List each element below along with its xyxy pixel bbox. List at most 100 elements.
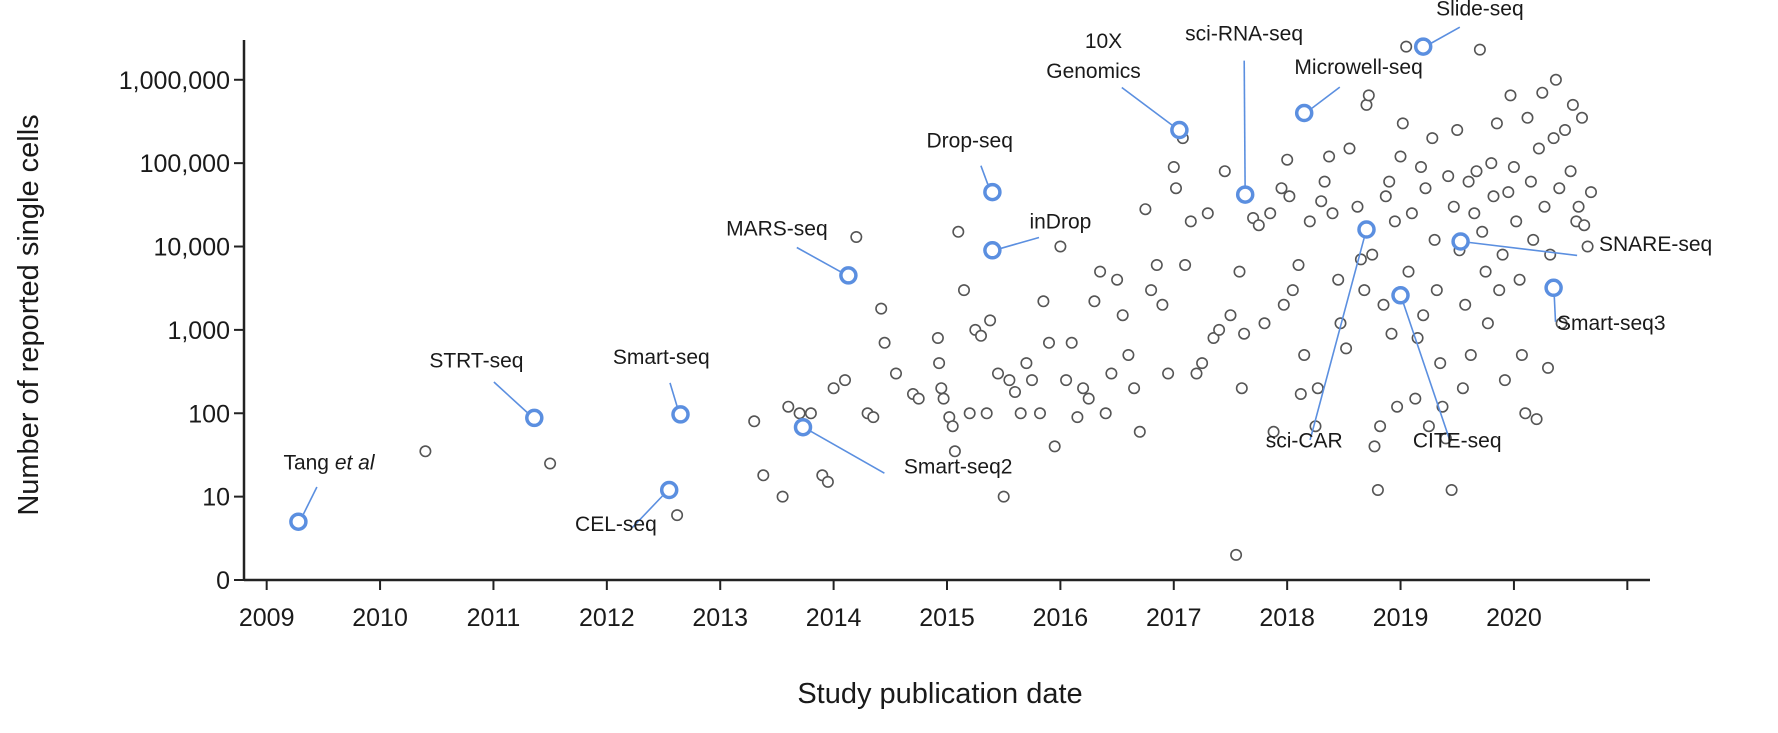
- data-point: [1294, 387, 1307, 400]
- data-point: [1377, 298, 1390, 311]
- data-point: [1145, 284, 1158, 297]
- data-point: [1532, 142, 1545, 155]
- data-point: [1298, 348, 1311, 361]
- data-point: [1409, 392, 1422, 405]
- data-point: [1402, 265, 1415, 278]
- data-point: [1167, 161, 1180, 174]
- data-point: [1578, 219, 1591, 232]
- y-tick-label: 0: [216, 567, 230, 595]
- data-point: [1003, 374, 1016, 387]
- data-point: [1323, 150, 1336, 163]
- data-point: [937, 392, 950, 405]
- data-point: [1034, 407, 1047, 420]
- highlighted-point: [1391, 286, 1410, 305]
- x-tick-label: 2009: [239, 604, 295, 632]
- data-point: [1230, 548, 1243, 561]
- data-point: [1326, 207, 1339, 220]
- data-point: [1493, 284, 1506, 297]
- data-point: [1479, 265, 1492, 278]
- callout-label: MARS-seq: [726, 218, 828, 241]
- highlighted-point: [1235, 185, 1255, 204]
- x-tick-label: 2018: [1259, 604, 1315, 632]
- y-tick-label: 100,000: [140, 150, 230, 178]
- data-point: [1043, 336, 1056, 349]
- leader-line: [302, 486, 318, 515]
- data-point: [933, 357, 946, 370]
- y-tick-label: 1,000: [167, 317, 230, 345]
- data-point: [1549, 73, 1562, 86]
- callout-label: CITE-seq: [1413, 429, 1502, 452]
- highlighted-point: [671, 405, 690, 424]
- data-point: [1426, 132, 1439, 145]
- data-point: [1462, 175, 1475, 188]
- data-point: [838, 374, 851, 387]
- leader-line: [669, 382, 678, 407]
- highlighted-point: [659, 480, 679, 500]
- highlighted-point: [1451, 232, 1470, 251]
- callout-label: Slide-seq: [1436, 0, 1524, 21]
- callout-label: Drop-seq: [927, 130, 1013, 153]
- data-point: [1456, 382, 1469, 395]
- data-point: [1428, 233, 1441, 246]
- data-point: [946, 420, 959, 433]
- data-point: [1459, 298, 1472, 311]
- data-point: [980, 407, 993, 420]
- callout-labels-group: Tang et al STRT-seq CEL-seq Smart-seq Smart-…: [283, 0, 1712, 536]
- data-point: [1521, 111, 1534, 124]
- data-point: [1213, 323, 1226, 336]
- data-point: [1468, 207, 1481, 220]
- highlighted-point: [983, 241, 1002, 260]
- data-point: [1184, 215, 1197, 228]
- data-point: [1343, 142, 1356, 155]
- data-point: [748, 415, 761, 428]
- leader-line: [1469, 241, 1578, 257]
- data-point: [1572, 200, 1585, 213]
- axes-group: 2009 2010 2011 2012 2013 2014 2015 2016 2017 2018…: [119, 40, 1650, 632]
- data-point: [671, 509, 684, 522]
- data-point: [1150, 258, 1163, 271]
- x-tick-label: 2011: [467, 604, 521, 632]
- data-point: [1566, 98, 1579, 111]
- data-point: [1360, 98, 1373, 111]
- highlighted-point: [839, 266, 858, 285]
- data-point: [1368, 440, 1381, 453]
- data-point: [1065, 336, 1078, 349]
- data-point: [1233, 265, 1246, 278]
- leader-line: [796, 246, 841, 273]
- data-point: [1258, 317, 1271, 330]
- data-point: [1559, 124, 1572, 137]
- x-tick-label: 2016: [1033, 604, 1089, 632]
- data-point: [1374, 420, 1387, 433]
- data-point: [850, 231, 863, 244]
- y-axis-title: Number of reported single cells: [13, 114, 45, 515]
- data-point: [1128, 382, 1141, 395]
- data-point: [1196, 357, 1209, 370]
- data-point: [1519, 407, 1532, 420]
- highlighted-point: [793, 417, 813, 437]
- data-point: [1510, 215, 1523, 228]
- data-point: [889, 367, 902, 380]
- leader-line: [1553, 296, 1557, 322]
- leader-line: [493, 381, 528, 413]
- data-point: [1581, 240, 1594, 253]
- data-point: [1358, 284, 1371, 297]
- leader-line: [1311, 86, 1341, 109]
- data-point: [912, 392, 925, 405]
- data-point: [935, 382, 948, 395]
- x-tick-label: 2019: [1373, 604, 1429, 632]
- x-tick-label: 2014: [806, 604, 862, 632]
- callout-label: Tang et al: [283, 451, 375, 474]
- highlighted-point: [1170, 120, 1189, 140]
- data-point: [1485, 157, 1498, 170]
- data-point: [419, 445, 432, 458]
- data-point: [984, 314, 997, 327]
- data-point: [1207, 331, 1220, 344]
- highlighted-point: [1413, 37, 1433, 56]
- data-point: [1111, 273, 1124, 286]
- y-tick-label: 10: [202, 484, 230, 512]
- data-point: [1383, 175, 1396, 188]
- highlighted-point: [1294, 103, 1314, 123]
- highlighted-points-group: [289, 37, 1563, 531]
